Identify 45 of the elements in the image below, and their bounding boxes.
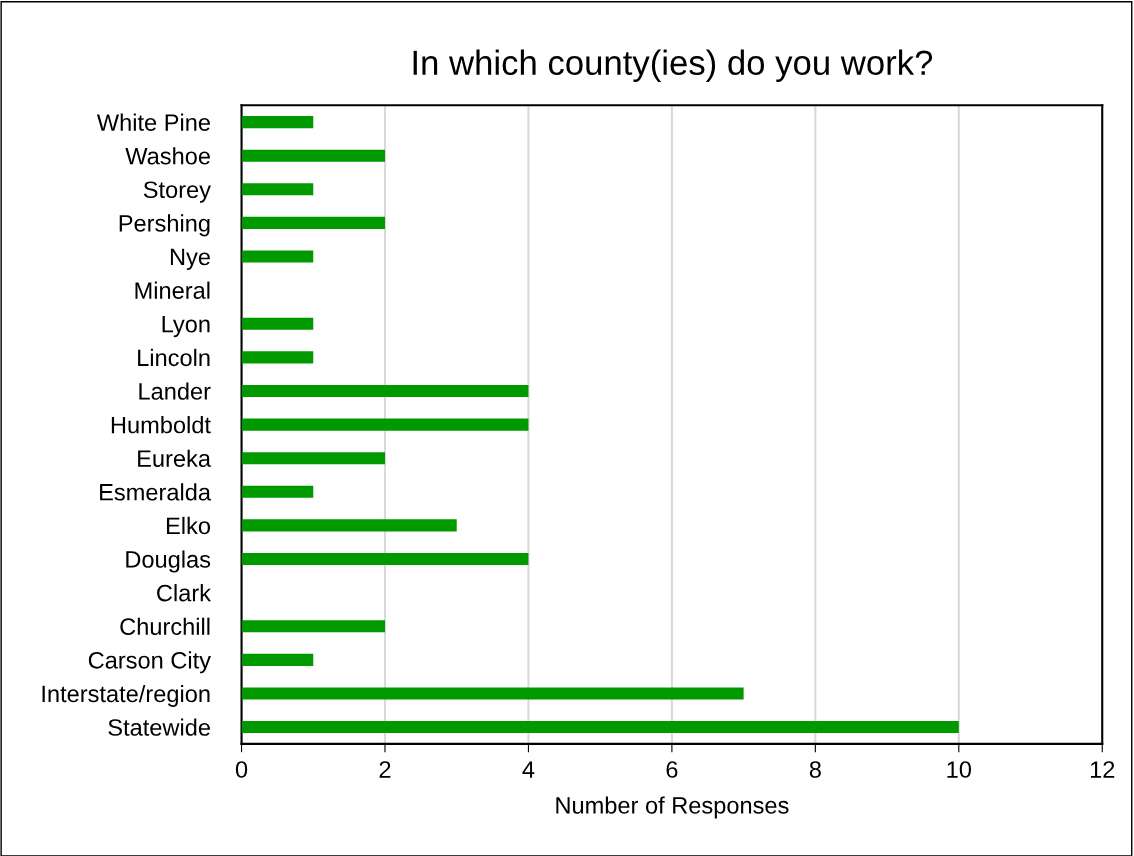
x-tick-label: 2 — [379, 761, 391, 778]
x-tick-label: 12 — [1090, 761, 1115, 778]
y-tick-label: Carson City — [88, 651, 211, 674]
bar — [241, 721, 959, 734]
bar — [241, 250, 314, 263]
y-tick-label: Lander — [139, 382, 211, 400]
y-tick-label: Eureka — [138, 449, 211, 467]
bar — [241, 317, 314, 330]
bar — [241, 485, 314, 498]
bar — [241, 183, 314, 196]
bar — [241, 149, 385, 162]
bar — [241, 351, 314, 364]
y-tick-label: Pershing — [119, 214, 210, 237]
bar — [241, 653, 314, 666]
x-axis-title: Number of Responses — [556, 796, 789, 819]
y-tick-label: Esmeralda — [100, 483, 211, 501]
y-tick-label: Interstate/region — [42, 684, 210, 707]
y-tick-label: Douglas — [126, 550, 211, 573]
y-tick-label: Humboldt — [111, 416, 211, 434]
x-tick-label: 4 — [522, 761, 535, 778]
bar — [241, 384, 529, 398]
bar — [241, 687, 744, 700]
x-tick-label: 8 — [809, 761, 821, 778]
bar — [241, 418, 529, 431]
y-tick-label: Lincoln — [138, 348, 210, 367]
x-tick-label: 0 — [235, 761, 248, 778]
y-tick-label: Washoe — [125, 147, 210, 165]
x-tick-label: 10 — [947, 761, 972, 778]
bar — [241, 519, 457, 532]
bar — [241, 116, 314, 129]
y-tick-label: Lyon — [162, 316, 210, 338]
y-tick-label: Storey — [143, 181, 211, 203]
y-tick-label: Nye — [170, 248, 210, 270]
bar — [241, 552, 529, 566]
bar — [241, 620, 385, 633]
bar — [241, 452, 385, 465]
bar — [241, 216, 385, 229]
x-tick-label: 6 — [666, 761, 678, 778]
y-tick-label: Clark — [157, 584, 212, 602]
y-tick-label: Churchill — [120, 617, 210, 636]
y-tick-label: Statewide — [108, 718, 210, 736]
y-tick-label: White Pine — [96, 113, 210, 131]
y-tick-label: Elko — [166, 516, 210, 535]
y-tick-label: Mineral — [135, 281, 210, 299]
chart-title: In which county(ies) do you work? — [413, 49, 933, 82]
